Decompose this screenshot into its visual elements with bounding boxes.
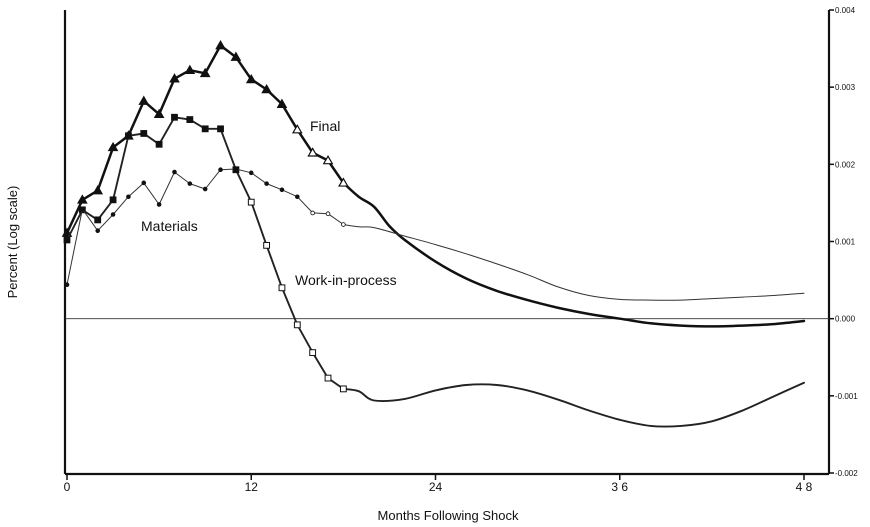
series-layer bbox=[61, 39, 806, 428]
data-point-work-in-process bbox=[247, 198, 255, 206]
y-axis-title: Percent (Log scale) bbox=[5, 186, 20, 299]
series-label-work-in-process: Work-in-process bbox=[295, 272, 397, 288]
data-point-materials bbox=[141, 180, 147, 186]
data-point-work-in-process bbox=[171, 113, 178, 121]
series-line-final bbox=[65, 44, 806, 328]
data-point-work-in-process bbox=[155, 140, 163, 148]
data-point-work-in-process bbox=[63, 236, 71, 244]
data-point-materials bbox=[110, 212, 116, 217]
series-label-final: Final bbox=[310, 118, 340, 134]
data-point-materials bbox=[264, 181, 269, 186]
data-point-final bbox=[261, 83, 272, 94]
data-point-final bbox=[291, 124, 303, 134]
y-tick-label: 0.004 bbox=[835, 6, 856, 15]
data-point-work-in-process bbox=[125, 132, 132, 140]
data-point-work-in-process bbox=[339, 385, 347, 393]
y-tick-label: -0.002 bbox=[835, 469, 858, 478]
data-point-work-in-process bbox=[309, 349, 317, 357]
x-tick-label: 4 8 bbox=[796, 480, 813, 494]
data-point-work-in-process bbox=[201, 125, 209, 133]
series-line-work-in-process bbox=[66, 116, 805, 428]
axes-layer bbox=[63, 9, 834, 480]
data-point-materials bbox=[80, 206, 85, 212]
data-point-materials bbox=[172, 169, 177, 175]
data-point-work-in-process bbox=[140, 130, 148, 137]
y-tick-label: 0.002 bbox=[835, 160, 856, 169]
data-point-final bbox=[107, 141, 119, 152]
data-point-materials bbox=[218, 167, 223, 173]
x-tick-label: 3 6 bbox=[611, 480, 628, 494]
data-point-final bbox=[77, 194, 88, 204]
data-point-materials bbox=[341, 222, 346, 227]
data-point-materials bbox=[95, 228, 101, 233]
data-point-final bbox=[92, 185, 104, 195]
data-point-final bbox=[215, 39, 226, 50]
data-point-final bbox=[322, 154, 334, 165]
data-point-work-in-process bbox=[278, 284, 286, 292]
data-point-materials bbox=[126, 194, 131, 200]
data-point-materials bbox=[64, 282, 70, 288]
data-point-work-in-process bbox=[293, 321, 301, 329]
y-tick-label: 0.000 bbox=[835, 315, 856, 324]
x-tick-label: 0 bbox=[64, 480, 71, 494]
data-point-final bbox=[338, 177, 349, 187]
data-point-materials bbox=[325, 211, 331, 217]
data-point-final bbox=[276, 98, 288, 108]
data-point-final bbox=[307, 147, 319, 157]
data-point-work-in-process bbox=[94, 216, 102, 224]
data-point-final bbox=[245, 73, 257, 84]
data-point-work-in-process bbox=[324, 374, 332, 382]
series-label-materials: Materials bbox=[141, 218, 198, 234]
data-point-materials bbox=[233, 166, 239, 172]
data-point-materials bbox=[295, 194, 300, 200]
y-tick-label: 0.001 bbox=[835, 238, 856, 247]
x-tick-label: 24 bbox=[429, 480, 443, 494]
series-line-materials bbox=[66, 168, 805, 301]
data-point-work-in-process bbox=[217, 125, 224, 133]
x-axis-title: Months Following Shock bbox=[378, 508, 519, 523]
x-tick-label: 12 bbox=[245, 480, 259, 494]
data-point-final bbox=[199, 67, 211, 78]
data-point-materials bbox=[279, 187, 285, 193]
label-layer: 0 12 24 3 6 4 8 0.004 0.003 0.002 0.001 0.000 -0.0… bbox=[5, 6, 858, 523]
y-tick-label: -0.001 bbox=[835, 392, 858, 401]
data-point-final bbox=[153, 108, 165, 119]
y-tick-label: 0.003 bbox=[835, 83, 856, 92]
data-point-final bbox=[169, 73, 180, 83]
data-point-work-in-process bbox=[263, 241, 271, 249]
data-point-materials bbox=[310, 210, 315, 216]
data-point-final bbox=[230, 51, 242, 61]
data-point-final bbox=[138, 95, 150, 105]
data-point-work-in-process bbox=[109, 196, 117, 204]
data-point-final bbox=[184, 64, 196, 75]
data-point-work-in-process bbox=[186, 116, 194, 123]
data-point-materials bbox=[248, 170, 254, 176]
data-point-materials bbox=[156, 202, 162, 207]
data-point-materials bbox=[187, 181, 193, 186]
data-point-materials bbox=[202, 186, 208, 192]
